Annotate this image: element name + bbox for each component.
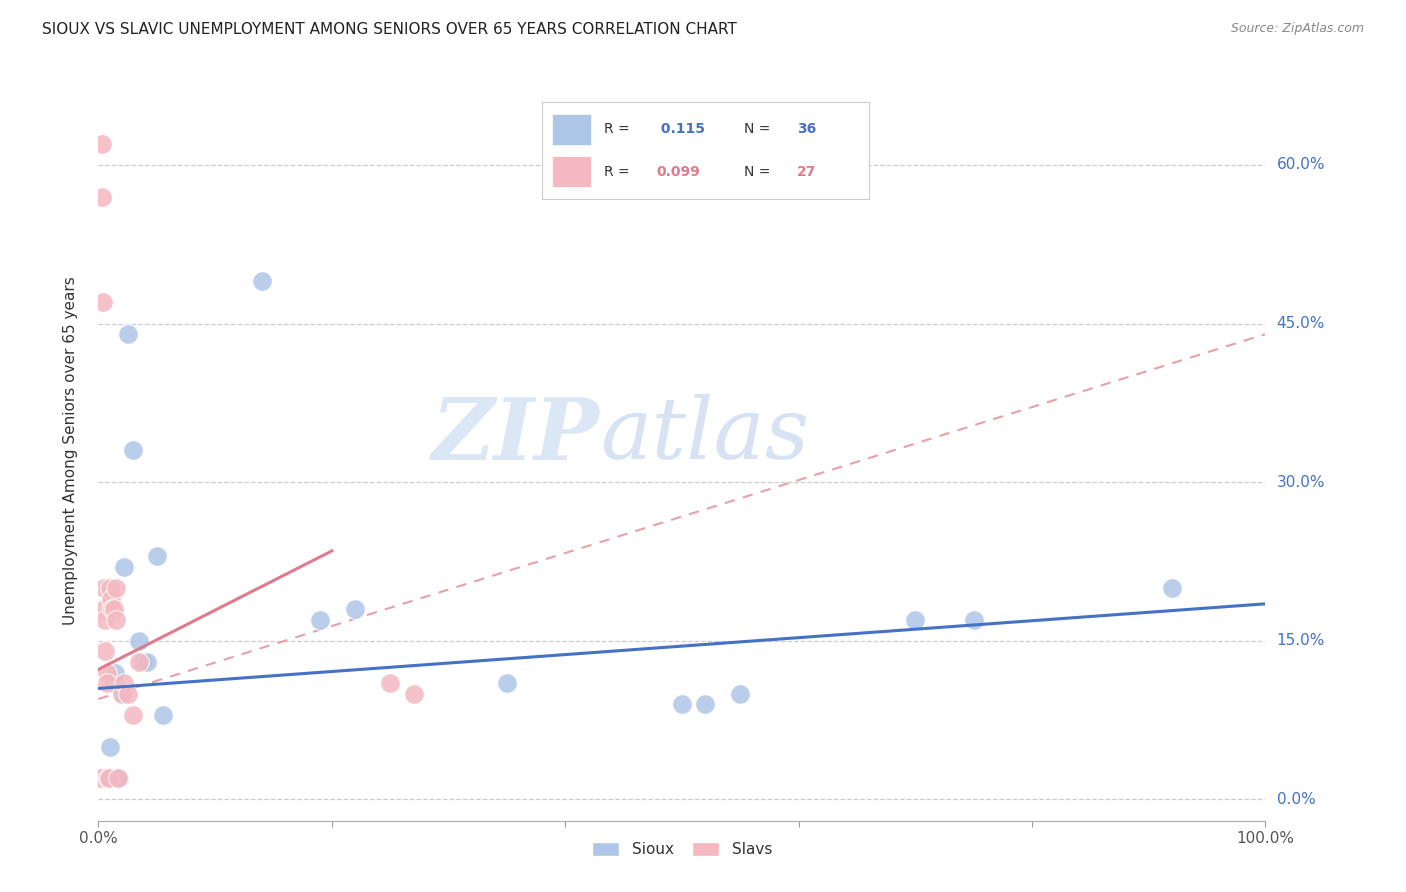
Point <box>97 772 120 786</box>
Point <box>730 687 752 701</box>
Point <box>101 772 124 786</box>
Point <box>111 687 134 701</box>
Point <box>98 581 121 595</box>
Point <box>402 687 425 701</box>
Point <box>117 687 139 701</box>
Point <box>100 772 122 786</box>
Point <box>96 665 118 680</box>
Point <box>96 772 118 786</box>
Point <box>96 676 118 690</box>
Point <box>100 591 122 606</box>
Point <box>103 676 125 690</box>
Point <box>91 295 114 310</box>
Point <box>94 613 117 627</box>
Point <box>128 633 150 648</box>
Point <box>104 665 127 680</box>
Point <box>93 602 115 616</box>
Text: 30.0%: 30.0% <box>1277 475 1324 490</box>
Point <box>146 549 169 564</box>
Point <box>90 136 112 151</box>
Point <box>496 676 519 690</box>
Point <box>309 613 332 627</box>
Point <box>380 676 402 690</box>
Point <box>152 707 174 722</box>
Point <box>90 772 112 786</box>
Text: 60.0%: 60.0% <box>1277 157 1324 172</box>
Point <box>107 772 129 786</box>
Y-axis label: Unemployment Among Seniors over 65 years: Unemployment Among Seniors over 65 years <box>63 277 77 624</box>
Point <box>128 655 150 669</box>
Point <box>97 772 120 786</box>
Point <box>90 772 112 786</box>
Point <box>122 443 145 458</box>
Point <box>962 613 984 627</box>
Point <box>1161 581 1184 595</box>
Point <box>93 772 115 786</box>
Point <box>94 772 117 786</box>
Point <box>98 739 121 754</box>
Point <box>98 772 121 786</box>
Text: 45.0%: 45.0% <box>1277 316 1324 331</box>
Point <box>112 559 135 574</box>
Point <box>132 655 155 669</box>
Point <box>104 613 127 627</box>
Point <box>108 772 131 786</box>
Point <box>344 602 367 616</box>
Text: 15.0%: 15.0% <box>1277 633 1324 648</box>
Text: Source: ZipAtlas.com: Source: ZipAtlas.com <box>1230 22 1364 36</box>
Point <box>93 581 115 595</box>
Point <box>89 772 111 786</box>
Text: SIOUX VS SLAVIC UNEMPLOYMENT AMONG SENIORS OVER 65 YEARS CORRELATION CHART: SIOUX VS SLAVIC UNEMPLOYMENT AMONG SENIO… <box>42 22 737 37</box>
Point <box>103 602 125 616</box>
Point <box>90 772 112 786</box>
Text: 0.0%: 0.0% <box>1277 792 1315 807</box>
Point <box>122 707 145 722</box>
Point <box>695 698 717 712</box>
Point <box>91 772 114 786</box>
Point <box>136 655 159 669</box>
Point <box>97 772 120 786</box>
Point <box>104 772 127 786</box>
Point <box>904 613 927 627</box>
Point <box>671 698 693 712</box>
Point <box>101 602 124 616</box>
Text: ZIP: ZIP <box>433 394 600 477</box>
Point <box>117 327 139 342</box>
Text: atlas: atlas <box>600 394 810 477</box>
Point <box>250 274 273 288</box>
Point <box>111 687 134 701</box>
Point <box>97 772 120 786</box>
Legend: Sioux, Slavs: Sioux, Slavs <box>585 835 779 865</box>
Point <box>105 772 128 786</box>
Point <box>104 581 127 595</box>
Point <box>90 189 112 203</box>
Point <box>112 676 135 690</box>
Point <box>94 644 117 658</box>
